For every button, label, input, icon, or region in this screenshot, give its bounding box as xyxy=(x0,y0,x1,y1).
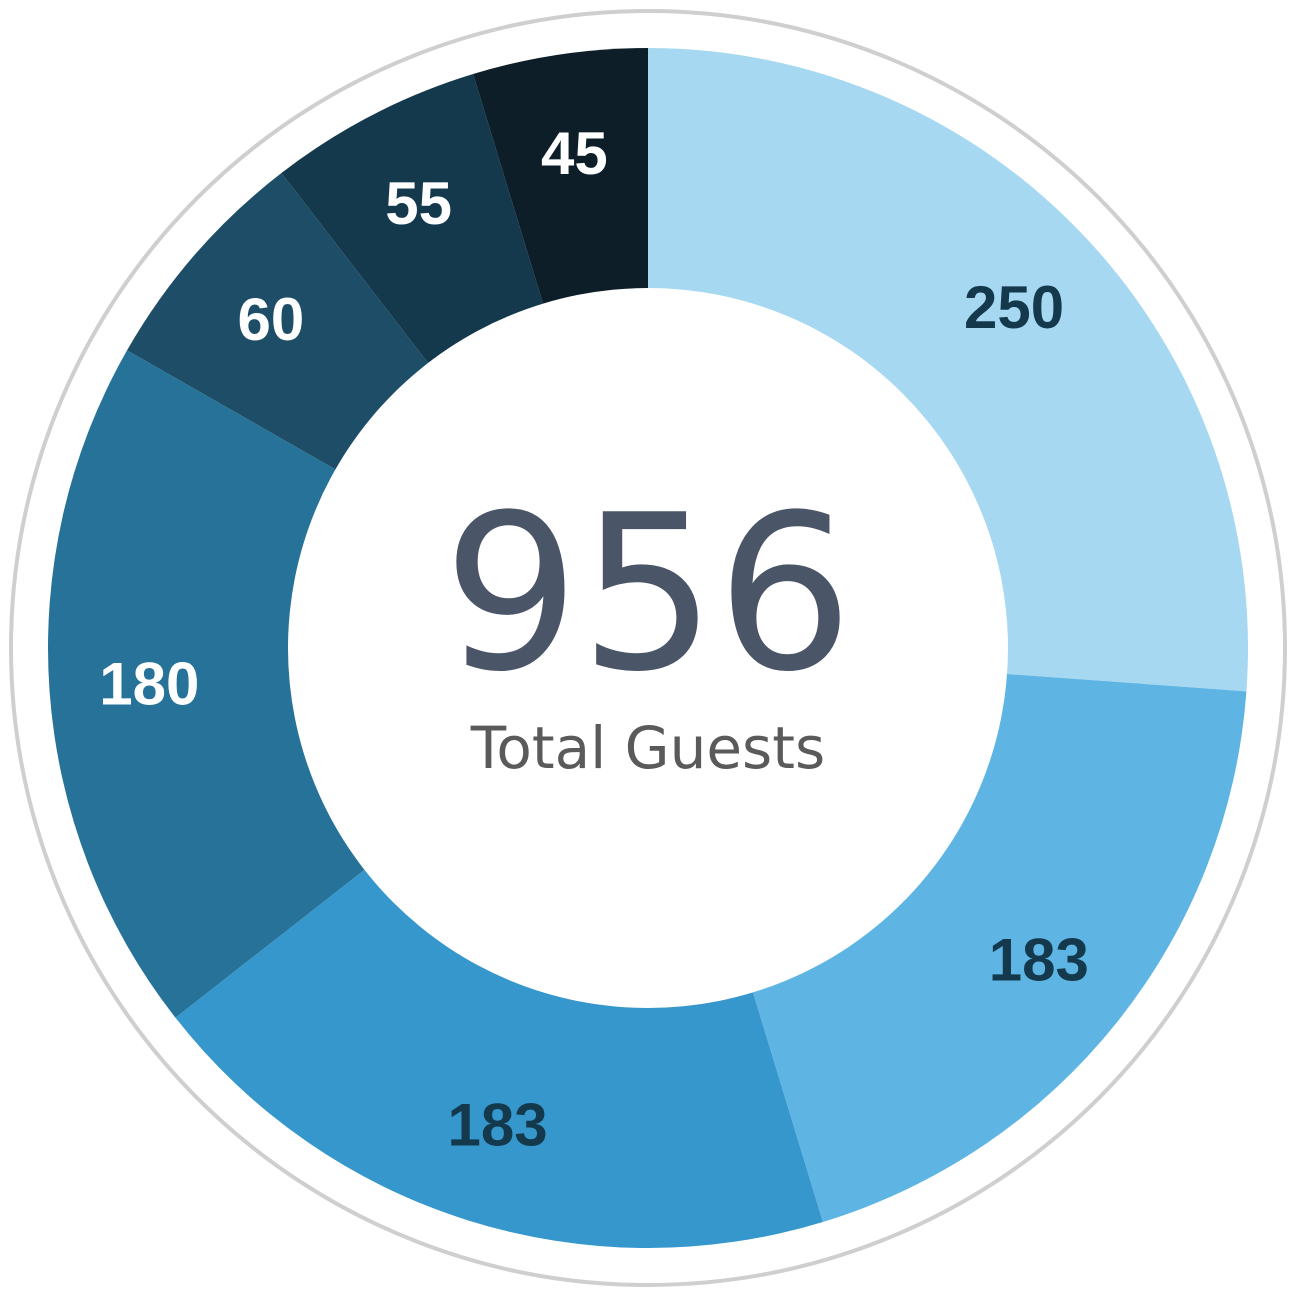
donut-hole xyxy=(288,288,1008,1008)
segment-value-label: 60 xyxy=(238,286,305,353)
segment-value-label: 183 xyxy=(448,1091,548,1158)
total-value: 956 xyxy=(443,468,853,719)
segment-value-label: 250 xyxy=(964,274,1064,341)
segment-value-label: 45 xyxy=(541,120,608,187)
segment-labels: 250 183 183 180 60 55 45 xyxy=(99,120,1089,1158)
segment-value-label: 183 xyxy=(989,926,1089,993)
segment-value-label: 55 xyxy=(385,170,452,237)
total-caption: Total Guests xyxy=(470,714,825,782)
segment-value-label: 180 xyxy=(99,651,199,718)
